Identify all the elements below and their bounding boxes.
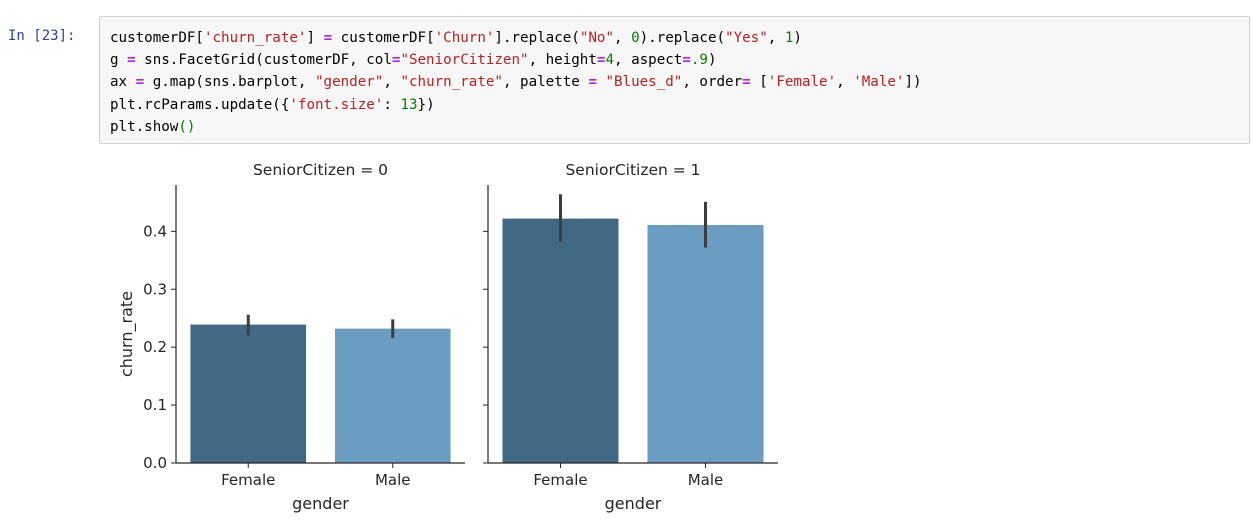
code-token: customerDF[ <box>110 30 204 46</box>
bar <box>334 328 451 463</box>
code-token: customerDF[ <box>332 30 435 46</box>
code-token: .9 <box>690 52 708 69</box>
code-token: , height <box>528 52 597 69</box>
code-token: g.map(sns.barplot, <box>144 74 316 91</box>
code-token: plt.rcParams.update({ <box>110 96 290 113</box>
code-editor[interactable]: customerDF['churn_rate'] = customerDF['C… <box>110 27 922 138</box>
code-token: = <box>323 30 333 46</box>
code-token: ] <box>306 30 324 46</box>
code-token: = <box>596 52 606 69</box>
code-token: }) <box>417 96 435 113</box>
code-token: ) <box>707 52 717 69</box>
code-token: ax <box>110 74 136 91</box>
bar <box>502 218 619 463</box>
y-tick-label: 0.3 <box>143 280 167 298</box>
code-token: = <box>135 74 145 91</box>
code-token: , aspect <box>614 52 683 69</box>
code-line: plt.rcParams.update({'font.size': 13}) <box>110 94 922 116</box>
code-line: g = sns.FacetGrid(customerDF, col="Senio… <box>110 49 922 71</box>
code-token: "No" <box>579 30 614 46</box>
code-token: 'churn_rate' <box>203 30 307 46</box>
code-token: g <box>110 52 128 69</box>
code-token: , <box>836 74 854 91</box>
code-token: = <box>682 52 691 69</box>
code-token: 'font.size' <box>289 96 384 113</box>
code-token: , order <box>682 74 743 91</box>
code-token: = <box>391 52 401 69</box>
code-token: 'Female' <box>767 74 837 91</box>
code-cell-input[interactable]: customerDF['churn_rate'] = customerDF['C… <box>99 16 1250 144</box>
code-token: 13 <box>400 96 418 113</box>
panel-title: SeniorCitizen = 0 <box>253 161 388 179</box>
code-token: plt.show <box>110 118 179 135</box>
code-token: 'Male' <box>853 74 905 91</box>
y-tick-label: 0.0 <box>143 454 167 472</box>
code-token: = <box>588 74 597 91</box>
code-token: "gender" <box>315 74 384 91</box>
y-axis-label: churn_rate <box>117 291 137 377</box>
code-token: 1 <box>784 30 794 46</box>
facet-grid-chart: Female Male 0.0 0.1 0.2 0.3 0.4 SeniorCitizen =… <box>117 161 778 513</box>
code-token: ].replace( <box>494 30 580 46</box>
code-line: ax = g.map(sns.barplot, "gender", "churn… <box>110 71 922 93</box>
code-token: = <box>127 52 136 69</box>
x-tick-label: Female <box>221 471 275 489</box>
code-token: , <box>614 30 632 46</box>
code-token: ) <box>793 30 802 46</box>
x-tick-label: Female <box>533 471 587 489</box>
code-token: = <box>742 74 751 91</box>
code-token: , <box>767 30 785 46</box>
x-tick-label: Male <box>688 471 724 489</box>
panel-title: SeniorCitizen = 1 <box>565 161 700 179</box>
cell-output: Female Male 0.0 0.1 0.2 0.3 0.4 SeniorCitizen =… <box>0 148 1252 527</box>
y-tick-label: 0.4 <box>143 222 167 240</box>
code-token: sns.FacetGrid(customerDF, col <box>135 52 392 69</box>
code-token: 4 <box>605 52 614 69</box>
code-token: "SeniorCitizen" <box>400 52 529 69</box>
code-token: , <box>383 74 401 91</box>
code-token: "Yes" <box>725 30 768 46</box>
x-axis-label: gender <box>292 494 349 513</box>
code-token: "churn_rate" <box>400 74 503 91</box>
code-line: plt.show() <box>110 116 922 138</box>
code-token: , palette <box>502 74 589 91</box>
code-token: 0 <box>631 30 640 46</box>
x-tick-label: Male <box>375 471 411 489</box>
code-line: customerDF['churn_rate'] = customerDF['C… <box>110 27 922 49</box>
bar <box>190 324 307 463</box>
code-token: () <box>178 118 196 135</box>
code-token: ]) <box>904 74 922 91</box>
y-tick-label: 0.2 <box>143 338 167 356</box>
code-token: 'Churn' <box>434 30 495 46</box>
cell-prompt: In [23]: <box>8 28 76 44</box>
code-token: [ <box>750 74 768 91</box>
code-token: "Blues_d" <box>605 74 683 91</box>
code-token: : <box>383 96 401 113</box>
code-token: ).replace( <box>639 30 726 46</box>
x-axis-label: gender <box>605 494 662 513</box>
bar <box>647 224 764 463</box>
y-tick-label: 0.1 <box>143 396 167 414</box>
